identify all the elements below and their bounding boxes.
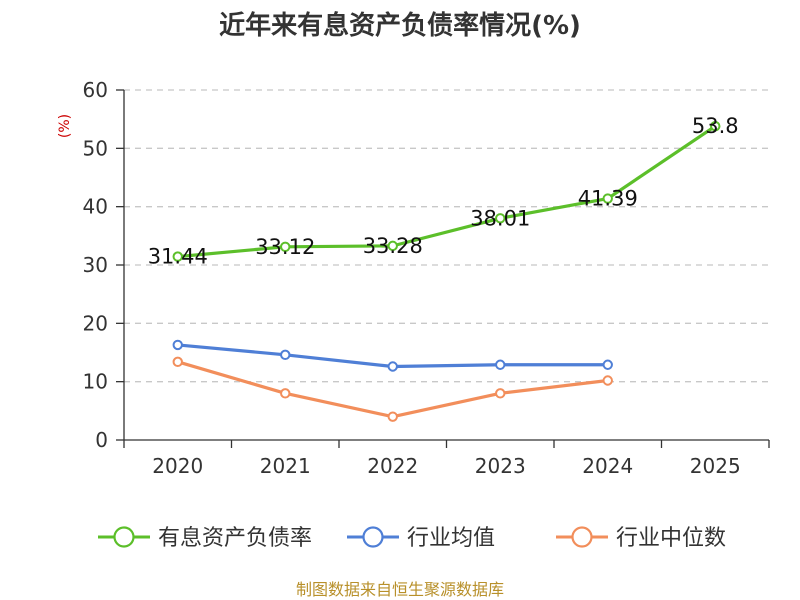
data-point — [602, 375, 613, 386]
legend-label: 行业均值 — [407, 526, 495, 551]
data-labels: 31.44 33.12 33.28 38.01 41.39 53.8 — [148, 114, 739, 268]
y-tick-label: 40 — [83, 195, 108, 219]
data-point — [602, 359, 613, 370]
data-label: 31.44 — [148, 245, 208, 269]
y-tick-label: 0 — [95, 428, 108, 452]
chart-title: 近年来有息资产负债率情况(%) — [219, 10, 581, 41]
x-tick-label: 2023 — [475, 454, 526, 478]
x-tick-label: 2020 — [152, 454, 203, 478]
data-label: 33.28 — [363, 234, 423, 258]
data-point — [280, 388, 291, 399]
legend-marker — [113, 526, 135, 548]
data-point — [280, 349, 291, 361]
data-point — [387, 411, 398, 422]
data-label: 41.39 — [578, 187, 638, 211]
x-tick-label: 2021 — [260, 454, 311, 478]
data-point — [172, 339, 183, 351]
data-point — [172, 251, 183, 262]
y-tick-label: 30 — [83, 253, 108, 277]
x-tick-label: 2024 — [582, 454, 633, 478]
legend-label: 有息资产负债率 — [158, 526, 312, 551]
data-point — [280, 241, 291, 253]
data-point — [172, 356, 183, 368]
data-label: 38.01 — [470, 206, 530, 230]
data-point — [387, 361, 398, 372]
y-tick-label: 60 — [83, 78, 108, 102]
data-point — [495, 388, 506, 399]
data-point — [710, 120, 721, 132]
data-label: 33.12 — [255, 235, 315, 259]
legend-marker — [362, 526, 384, 548]
y-axis-label: (%) — [57, 114, 73, 138]
x-tick-label: 2025 — [690, 454, 741, 478]
source-footer: 制图数据来自恒生聚源数据库 — [296, 580, 504, 599]
gridlines — [124, 89, 769, 383]
x-tick-label: 2022 — [367, 454, 418, 478]
data-point — [387, 240, 398, 252]
series-line — [176, 124, 717, 259]
y-tick-label: 10 — [83, 370, 108, 394]
data-point — [495, 213, 506, 224]
data-point — [495, 359, 506, 370]
y-tick-label: 50 — [83, 136, 108, 160]
y-tick-label: 20 — [83, 311, 108, 335]
series-group — [172, 120, 721, 422]
legend-marker — [571, 526, 593, 548]
data-label: 53.8 — [692, 114, 739, 138]
axes: 0 10 20 30 40 50 60 2020 2021 2022 2023 2024 2025 — [83, 78, 770, 478]
legend-label: 行业中位数 — [616, 526, 726, 551]
data-point — [602, 193, 613, 204]
legend: 有息资产负债率 行业均值 行业中位数 — [98, 526, 726, 551]
